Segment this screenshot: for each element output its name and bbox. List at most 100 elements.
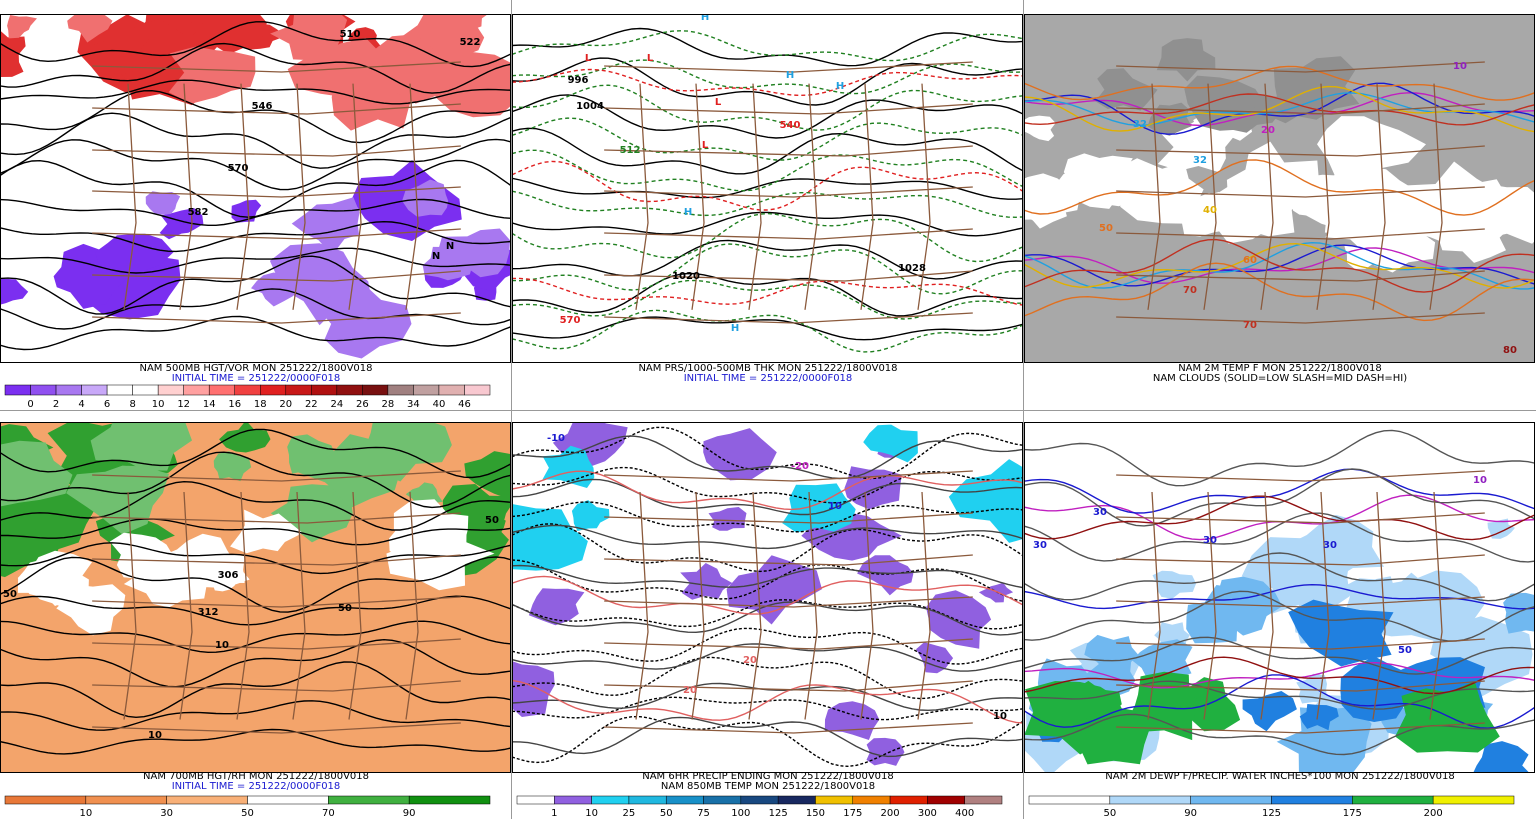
colorbar-label: 75 <box>697 808 710 819</box>
colorbar-label: 200 <box>881 808 900 819</box>
shaded-area <box>680 563 733 600</box>
shaded-area <box>159 208 204 240</box>
contour <box>0 638 511 688</box>
shaded-area <box>1079 706 1156 765</box>
borders <box>1116 61 1485 324</box>
contour <box>1024 713 1535 756</box>
colorbar-segment <box>81 384 108 396</box>
shaded-area <box>291 197 360 256</box>
contour-label: 30 <box>1203 535 1217 546</box>
colorbar-segment <box>703 795 742 805</box>
contour <box>0 247 511 274</box>
colorbar-label: 400 <box>955 808 974 819</box>
caption: NAM 6HR PRECIP ENDING MON 251222/1800V01… <box>642 771 894 782</box>
colorbar-segment <box>1271 795 1353 805</box>
borders <box>604 470 973 734</box>
contour-label: 312 <box>198 607 219 618</box>
shaded-area <box>313 281 412 359</box>
colorbar-segment <box>1028 795 1111 805</box>
contour-label: 50 <box>485 515 499 526</box>
contour <box>512 127 1023 175</box>
shaded-area <box>7 15 37 39</box>
contour-label: L <box>647 53 654 64</box>
shaded-area <box>1024 187 1067 229</box>
caption: INITIAL TIME = 251222/0000F018 <box>172 781 341 792</box>
shaded-area <box>95 233 174 278</box>
contour <box>512 523 1023 573</box>
contour-label: N <box>432 251 440 262</box>
contour-label: 1004 <box>576 101 604 112</box>
shaded-area <box>1226 165 1308 237</box>
colorbar-label: 40 <box>433 399 446 410</box>
contour-label: 10 <box>828 501 842 512</box>
colorbar-segment <box>311 384 338 396</box>
contour <box>0 620 511 654</box>
contour-label: 522 <box>460 37 481 48</box>
contour <box>512 27 1023 67</box>
borders <box>1116 470 1485 734</box>
shaded-area <box>1152 570 1197 599</box>
colorbar-label: 18 <box>254 399 267 410</box>
contour <box>1024 583 1535 610</box>
contour-label: 50 <box>338 603 352 614</box>
colorbar-segment <box>516 795 555 805</box>
shaded-area <box>978 582 1014 603</box>
contour <box>0 315 511 351</box>
shaded-area <box>56 584 126 636</box>
colorbar-label: 46 <box>458 399 471 410</box>
contour-label: 60 <box>1243 255 1257 266</box>
colorbar-label: 22 <box>305 399 318 410</box>
contour <box>512 524 1023 550</box>
shaded-area <box>84 469 141 511</box>
contour <box>0 700 511 731</box>
caption: INITIAL TIME = 251222/0000F018 <box>172 373 341 384</box>
colorbar-segment <box>777 795 816 805</box>
shaded-area <box>145 191 181 215</box>
contour <box>512 564 1023 589</box>
contour-label: L <box>702 140 709 151</box>
caption: INITIAL TIME = 251222/0000F018 <box>684 373 853 384</box>
map-frame <box>1024 422 1535 773</box>
contour-label: 30 <box>1033 540 1047 551</box>
contour-label: H <box>836 81 844 92</box>
colorbar-segment <box>1352 795 1434 805</box>
contour-label: H <box>731 323 739 334</box>
contour-label: 306 <box>218 570 239 581</box>
shaded-area <box>1084 634 1139 676</box>
map: 32 32 20 40 50 60 70 70 80 10 <box>1024 14 1535 362</box>
contour-label: H <box>786 70 794 81</box>
contour <box>0 556 511 613</box>
colorbar-label: 6 <box>104 399 110 410</box>
panel: -10 -20 10 20 20 10 NAM 6HR PRECIP ENDING MON … <box>512 422 1023 819</box>
shaded-area <box>208 571 237 592</box>
contour-label: 80 <box>1503 345 1517 356</box>
contour <box>1024 241 1535 290</box>
contour <box>0 518 511 546</box>
contour <box>0 198 511 226</box>
shaded-area <box>448 14 488 30</box>
contour <box>0 112 511 169</box>
shaded-area <box>219 422 271 453</box>
contour <box>512 716 1023 758</box>
contour <box>1024 238 1535 293</box>
colorbar-segment <box>628 795 667 805</box>
colorbar-label: 50 <box>660 808 673 819</box>
borders <box>604 61 973 324</box>
colorbar-label: 200 <box>1424 808 1443 819</box>
map: L L L L H H H H H 996 1004 1020 1028 570 540 512 <box>512 14 1023 362</box>
contour <box>512 211 1023 237</box>
contour <box>512 478 1023 516</box>
caption: NAM 850MB TEMP MON 251222/1800V018 <box>661 781 875 792</box>
contour <box>512 435 1023 480</box>
contour <box>512 59 1023 95</box>
colorbar-segment <box>1109 795 1191 805</box>
colorbar-segment <box>964 795 1003 805</box>
colorbar-label: 50 <box>241 808 254 819</box>
contour <box>1024 636 1535 675</box>
colorbar-label: 30 <box>160 808 173 819</box>
contour <box>0 255 511 315</box>
shaded-area <box>1288 599 1394 667</box>
contour <box>512 277 1023 306</box>
shaded-area <box>464 451 511 500</box>
contour <box>0 138 511 191</box>
